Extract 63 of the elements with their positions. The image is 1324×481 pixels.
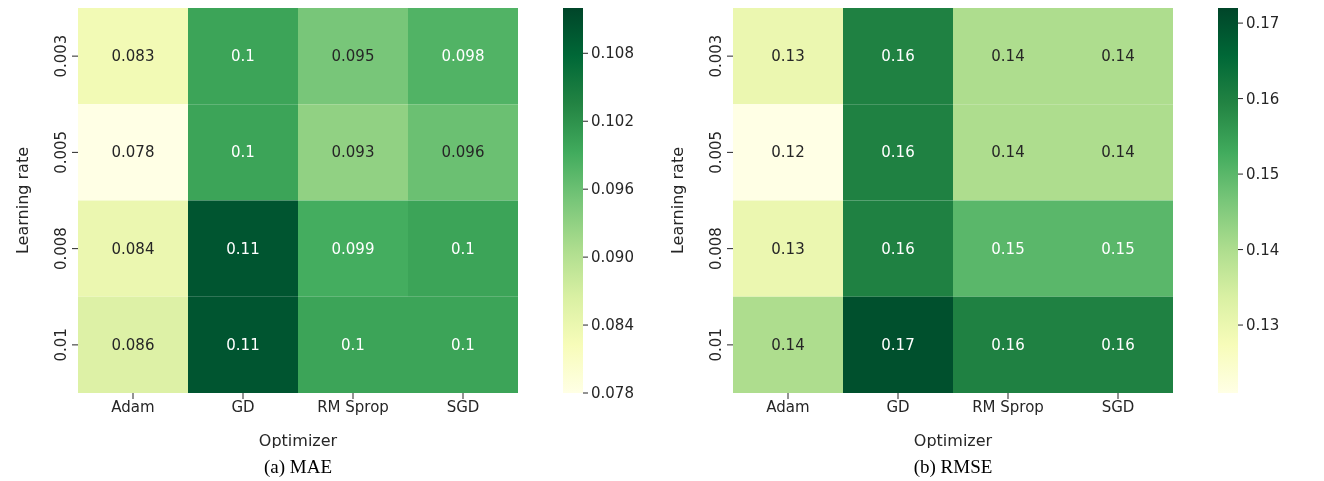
data-label: 0.16 (1101, 335, 1135, 354)
data-label: 0.14 (771, 335, 805, 354)
data-label: 0.1 (341, 335, 365, 354)
data-label: 0.16 (991, 335, 1025, 354)
data-label: 0.095 (331, 47, 375, 66)
data-label: 0.13 (771, 239, 805, 258)
y-tick-label: 0.005 (52, 130, 70, 174)
x-tick-label: RM Sprop (317, 397, 389, 416)
data-label: 0.13 (771, 47, 805, 66)
color-bar-label: 0.17 (1246, 14, 1280, 33)
color-bar-label: 0.102 (591, 112, 634, 131)
data-label: 0.078 (111, 143, 155, 162)
data-label: 0.14 (1101, 143, 1135, 162)
data-label: 0.14 (1101, 47, 1135, 66)
color-bar-label: 0.13 (1246, 316, 1280, 335)
y-axis-title: Learning rate (12, 146, 32, 255)
data-label: 0.14 (991, 47, 1025, 66)
y-tick-label: 0.008 (52, 227, 70, 271)
x-tick-label: SGD (1101, 397, 1135, 416)
data-label: 0.11 (226, 239, 260, 258)
data-label: 0.086 (111, 335, 155, 354)
y-tick-label: 0.01 (707, 328, 725, 362)
data-label: 0.15 (991, 239, 1025, 258)
data-label: 0.096 (441, 143, 485, 162)
color-bar-label: 0.084 (591, 316, 634, 335)
data-label: 0.098 (441, 47, 485, 66)
data-label: 0.093 (331, 143, 375, 162)
y-tick-label: 0.01 (52, 328, 70, 362)
x-tick-label: SGD (446, 397, 480, 416)
data-label: 0.1 (451, 239, 475, 258)
y-tick-label: 0.003 (707, 34, 725, 78)
data-label: 0.083 (111, 47, 155, 66)
color-bar-label: 0.090 (591, 248, 634, 267)
y-tick-label: 0.003 (52, 34, 70, 78)
data-label: 0.12 (771, 143, 805, 162)
data-label: 0.11 (226, 335, 260, 354)
data-label: 0.1 (231, 143, 255, 162)
data-label: 0.15 (1101, 239, 1135, 258)
data-label: 0.1 (451, 335, 475, 354)
color-bar-label: 0.14 (1246, 240, 1280, 259)
data-label: 0.14 (991, 143, 1025, 162)
data-label: 0.1 (231, 47, 255, 66)
y-tick-label: 0.005 (707, 130, 725, 174)
color-bar-label: 0.15 (1246, 165, 1280, 184)
y-tick-label: 0.008 (707, 227, 725, 271)
data-label: 0.16 (881, 239, 915, 258)
x-tick-label: GD (231, 397, 255, 416)
color-bar-label: 0.096 (591, 180, 634, 199)
text: (a) MAE (262, 456, 334, 478)
color-bar-label: 0.16 (1246, 89, 1280, 108)
text: (b) RMSE (912, 456, 994, 478)
data-label: 0.16 (881, 143, 915, 162)
x-tick-label: Adam (766, 397, 810, 416)
data-label: 0.16 (881, 47, 915, 66)
x-tick-label: GD (886, 397, 910, 416)
y-axis-title: Learning rate (667, 146, 687, 255)
data-label: 0.17 (881, 335, 915, 354)
x-tick-label: RM Sprop (972, 397, 1044, 416)
data-label: 0.099 (331, 239, 375, 258)
color-bar-label: 0.108 (591, 44, 634, 63)
color-bar-label: 0.078 (591, 384, 634, 402)
data-label: 0.084 (111, 239, 155, 258)
x-tick-label: Adam (111, 397, 155, 416)
